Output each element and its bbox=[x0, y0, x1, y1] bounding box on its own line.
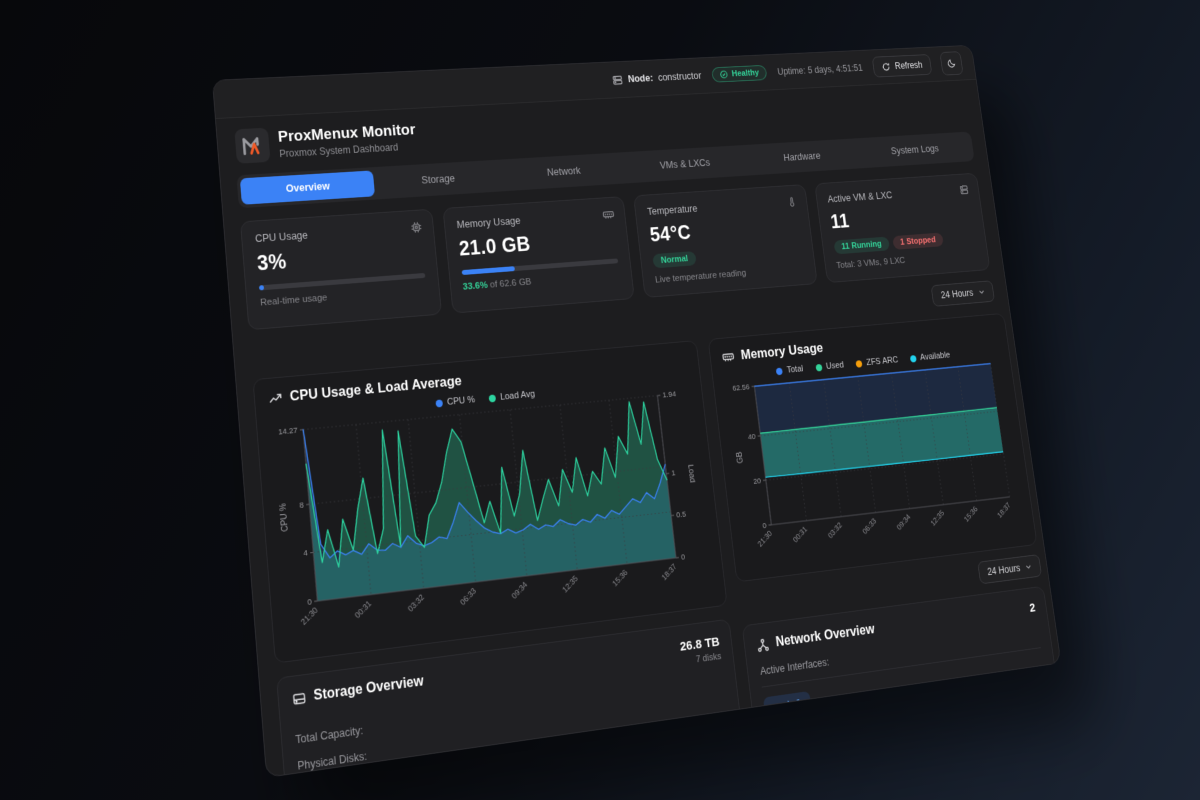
cpu-load-chart: 21:30 00:31 03:32 06:33 09:34 12:35 15:36 18:37… bbox=[278, 389, 697, 627]
legend-dot-used bbox=[815, 363, 823, 372]
health-badge: Healthy bbox=[711, 64, 768, 83]
svg-text:GB: GB bbox=[735, 451, 744, 464]
left-column: CPU Usage & Load Average CPU % Load Avg … bbox=[252, 340, 742, 778]
svg-text:40: 40 bbox=[748, 432, 757, 442]
node-label: Node: bbox=[627, 72, 654, 85]
svg-text:8: 8 bbox=[299, 500, 304, 510]
cpu-load-chart-card: CPU Usage & Load Average CPU % Load Avg … bbox=[252, 340, 728, 664]
svg-text:03:32: 03:32 bbox=[827, 520, 844, 540]
storage-disks-value: 7 disks bbox=[695, 651, 722, 665]
svg-text:0: 0 bbox=[681, 552, 686, 562]
svg-text:1.94: 1.94 bbox=[662, 389, 677, 399]
uptime-text: Uptime: 5 days, 4:51:51 bbox=[776, 62, 864, 78]
tab-storage[interactable]: Storage bbox=[421, 172, 456, 186]
svg-text:21:30: 21:30 bbox=[299, 605, 320, 627]
logo-m-icon bbox=[241, 137, 260, 155]
svg-text:00:31: 00:31 bbox=[792, 524, 810, 544]
time-range-select-2[interactable]: 24 Hours bbox=[977, 554, 1043, 585]
moon-icon bbox=[946, 58, 956, 69]
tab-system-logs[interactable]: System Logs bbox=[890, 143, 940, 157]
chevron-down-icon bbox=[978, 288, 986, 296]
dashboard-window: Node: constructor Healthy Uptime: 5 days… bbox=[212, 44, 1062, 778]
node-value: constructor bbox=[657, 70, 702, 84]
app-header: ProxMenux Monitor Proxmox System Dashboa… bbox=[216, 80, 983, 172]
svg-text:18:37: 18:37 bbox=[660, 562, 678, 583]
network-title: Network Overview bbox=[774, 622, 876, 650]
tab-vms-lxcs[interactable]: VMs & LXCs bbox=[659, 157, 711, 172]
network-interface-count: 2 bbox=[1028, 600, 1037, 616]
svg-text:0: 0 bbox=[762, 521, 767, 531]
temperature-status-badge: Normal bbox=[652, 251, 697, 269]
svg-text:09:34: 09:34 bbox=[895, 512, 912, 532]
svg-text:4: 4 bbox=[303, 548, 309, 558]
svg-text:03:32: 03:32 bbox=[406, 592, 426, 613]
server-stack-icon bbox=[958, 184, 969, 196]
svg-text:09:34: 09:34 bbox=[510, 579, 530, 601]
memory-ram-icon bbox=[722, 350, 736, 365]
svg-text:06:33: 06:33 bbox=[458, 586, 478, 607]
trending-up-icon bbox=[267, 390, 283, 407]
legend-dot-available bbox=[909, 354, 917, 363]
hard-drive-icon bbox=[292, 690, 307, 707]
storage-title: Storage Overview bbox=[313, 673, 425, 704]
time-range-select[interactable]: 24 Hours bbox=[930, 280, 995, 307]
temperature-card: Temperature 54°C Normal Live temperature… bbox=[633, 184, 818, 298]
memory-usage-value: 21.0 GB bbox=[458, 232, 532, 261]
memory-chart-title: Memory Usage bbox=[740, 340, 824, 363]
proxmenux-logo bbox=[234, 127, 271, 164]
svg-text:12:35: 12:35 bbox=[561, 574, 580, 595]
running-badge: 11 Running bbox=[833, 236, 890, 255]
svg-text:CPU %: CPU % bbox=[278, 503, 289, 532]
svg-text:18:37: 18:37 bbox=[996, 501, 1012, 520]
svg-text:0.5: 0.5 bbox=[676, 509, 687, 519]
legend-dot-zfs-arc bbox=[855, 359, 863, 368]
memory-chart: 21:30 00:31 03:32 06:33 09:34 12:35 15:36 18:37… bbox=[732, 355, 1012, 549]
memory-ram-icon bbox=[602, 208, 615, 221]
refresh-icon bbox=[881, 62, 891, 72]
svg-text:21:30: 21:30 bbox=[756, 529, 774, 549]
svg-text:62.56: 62.56 bbox=[732, 382, 750, 393]
refresh-button[interactable]: Refresh bbox=[871, 54, 933, 78]
svg-text:Load: Load bbox=[686, 464, 696, 483]
cpu-usage-card: CPU Usage 3% Real-time usage bbox=[240, 208, 442, 331]
legend-dot-load bbox=[488, 394, 497, 403]
stopped-badge: 1 Stopped bbox=[892, 232, 944, 250]
svg-text:1: 1 bbox=[671, 468, 676, 478]
tab-overview[interactable]: Overview bbox=[239, 170, 375, 205]
cpu-chip-icon bbox=[410, 221, 423, 234]
svg-text:12:35: 12:35 bbox=[929, 508, 946, 528]
cpu-usage-value: 3% bbox=[256, 250, 288, 276]
tab-network[interactable]: Network bbox=[546, 165, 582, 179]
node-indicator: Node: constructor bbox=[612, 70, 702, 86]
svg-text:06:33: 06:33 bbox=[861, 516, 878, 536]
svg-text:15:36: 15:36 bbox=[963, 504, 980, 523]
memory-chart-card: Memory Usage Total Used ZFS ARC Availabl… bbox=[708, 312, 1038, 583]
server-icon bbox=[612, 74, 624, 86]
thermometer-icon bbox=[786, 196, 797, 208]
active-vm-lxc-card: Active VM & LXC 11 11 Running 1 Stopped T… bbox=[814, 172, 991, 284]
interface-chip-vmbr0[interactable]: vmbr0 bbox=[763, 690, 813, 720]
svg-text:20: 20 bbox=[753, 476, 762, 486]
svg-text:00:31: 00:31 bbox=[353, 599, 373, 621]
svg-text:15:36: 15:36 bbox=[611, 568, 630, 589]
legend-dot-total bbox=[775, 367, 784, 375]
right-column: Memory Usage Total Used ZFS ARC Availabl… bbox=[708, 312, 1059, 736]
memory-usage-card: Memory Usage 21.0 GB 33.6% of 62.6 GB bbox=[442, 196, 635, 314]
svg-text:14.27: 14.27 bbox=[278, 425, 298, 436]
legend-dot-cpu bbox=[435, 398, 443, 408]
tab-hardware[interactable]: Hardware bbox=[782, 150, 822, 164]
check-circle-icon bbox=[719, 70, 728, 79]
theme-toggle-button[interactable] bbox=[939, 51, 964, 76]
chevron-down-icon bbox=[1025, 562, 1033, 571]
network-icon bbox=[756, 637, 770, 653]
svg-text:0: 0 bbox=[307, 597, 312, 607]
